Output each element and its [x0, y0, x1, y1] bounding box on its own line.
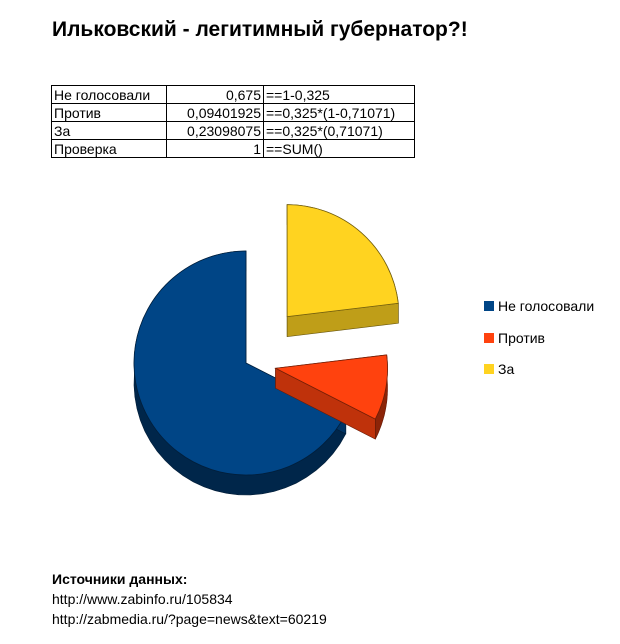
table-cell-value: 0,675 — [166, 85, 264, 104]
legend-swatch — [484, 364, 494, 374]
table-cell-label: Не голосовали — [51, 85, 167, 104]
legend-label: Не голосовали — [498, 298, 595, 314]
pie-slice — [133, 250, 347, 476]
legend-item: За — [484, 361, 594, 377]
source-link[interactable]: http://zabmedia.ru/?page=news&text=60219 — [52, 611, 327, 627]
chart-legend: Не голосовали Против За — [484, 298, 594, 393]
page-title: Ильковский - легитимный губернатор?! — [52, 18, 468, 41]
table-cell-value: 0,23098075 — [166, 121, 264, 140]
legend-swatch — [484, 332, 494, 343]
table-row: Не голосовали 0,675 ==1-0,325 — [51, 85, 415, 104]
legend-item: Против — [484, 330, 594, 346]
legend-swatch — [484, 301, 494, 311]
sources-block: Источники данных: http://www.zabinfo.ru/… — [52, 569, 327, 629]
table-cell-formula: ==0,325*(1-0,71071) — [263, 103, 415, 122]
legend-item: Не голосовали — [484, 298, 594, 314]
legend-label: За — [498, 361, 515, 377]
pie-slice — [274, 354, 388, 420]
source-link[interactable]: http://www.zabinfo.ru/105834 — [52, 591, 233, 607]
table-cell-value: 1 — [166, 139, 264, 158]
table-cell-formula: ==0,325*(0,71071) — [263, 121, 415, 140]
table-cell-formula: ==SUM() — [263, 139, 415, 158]
table-cell-label: Проверка — [51, 139, 167, 158]
table-row: Против 0,09401925 ==0,325*(1-0,71071) — [51, 103, 415, 122]
legend-label: Против — [498, 329, 545, 346]
table-row: Проверка 1 ==SUM() — [51, 139, 415, 158]
sources-title: Источники данных: — [52, 571, 188, 587]
pie-slice — [286, 204, 399, 318]
calculation-table: Не голосовали 0,675 ==1-0,325 Против 0,0… — [51, 85, 415, 158]
